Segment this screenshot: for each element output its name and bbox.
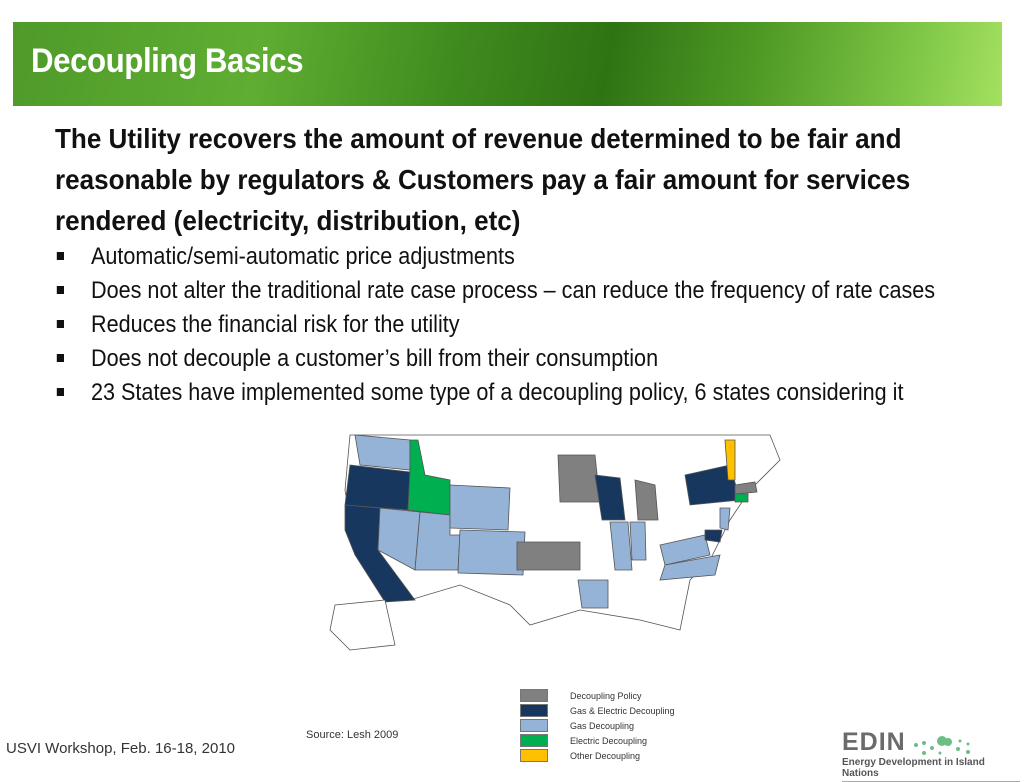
state-indiana [629,521,647,561]
legend-swatch [520,704,548,717]
us-decoupling-map [329,434,781,651]
source-note: Source: Lesh 2009 [306,729,399,741]
state-wisconsin [594,474,626,521]
bullet-text: Does not alter the traditional rate case… [91,277,936,304]
title-banner: Decoupling Basics [13,22,1002,106]
legend-item: Gas Decoupling [520,718,675,733]
state-north-carolina [659,554,721,581]
state-minnesota [557,454,601,503]
dots-cloud-icon [914,735,971,755]
bullet-item: 23 States have implemented some type of … [55,376,935,410]
intro-text: The Utility recovers the amount of reven… [55,123,911,236]
square-bullet-icon [56,251,64,260]
state-alaska [329,599,396,651]
legend-label: Gas & Electric Decoupling [570,705,675,716]
bullet-item: Does not alter the traditional rate case… [55,274,935,308]
legend-item: Electric Decoupling [520,733,675,748]
bullet-list: Automatic/semi-automatic price adjustmen… [55,240,1024,410]
state-michigan [634,479,659,521]
state-maryland [704,529,723,543]
square-bullet-icon [56,387,64,396]
legend-label: Other Decoupling [570,750,641,761]
bullet-text: 23 States have implemented some type of … [91,379,904,406]
edin-logo: EDIN Energy Development in Island Nation… [842,728,1020,782]
state-connecticut [734,493,749,503]
state-massachusetts [734,481,758,495]
legend-item: Decoupling Policy [520,688,675,703]
state-vermont [724,439,736,481]
legend-item: Gas & Electric Decoupling [520,703,675,718]
bullet-item: Does not decouple a customer’s bill from… [55,342,935,376]
legend-swatch [520,734,548,747]
legend-swatch [520,719,548,732]
square-bullet-icon [56,285,64,294]
state-new-jersey [719,507,731,531]
slide-title: Decoupling Basics [31,42,304,80]
legend-label: Decoupling Policy [570,690,642,701]
bullet-item: Automatic/semi-automatic price adjustmen… [55,240,935,274]
legend-item: Other Decoupling [520,748,675,763]
logo-name: EDIN [842,728,906,756]
state-washington [354,434,411,471]
legend-label: Electric Decoupling [570,735,648,746]
square-bullet-icon [56,319,64,328]
legend-label: Gas Decoupling [570,720,635,731]
logo-tagline: Energy Development in Island Nations [842,757,1020,782]
state-oregon [344,464,411,511]
map-legend: Decoupling Policy Gas & Electric Decoupl… [520,688,675,763]
bullet-text: Automatic/semi-automatic price adjustmen… [91,243,515,270]
legend-swatch [520,749,548,762]
state-arkansas [577,579,609,609]
state-colorado [457,529,526,576]
bullet-text: Reduces the financial risk for the utili… [91,311,460,338]
bullet-text: Does not decouple a customer’s bill from… [91,345,659,372]
footer-text: USVI Workshop, Feb. 16-18, 2010 [6,740,236,757]
bullet-item: Reduces the financial risk for the utili… [55,308,935,342]
state-illinois [609,521,633,571]
square-bullet-icon [56,353,64,362]
state-wyoming [449,484,511,531]
state-kansas [516,541,581,571]
legend-swatch [520,689,548,702]
state-virginia [659,534,711,566]
